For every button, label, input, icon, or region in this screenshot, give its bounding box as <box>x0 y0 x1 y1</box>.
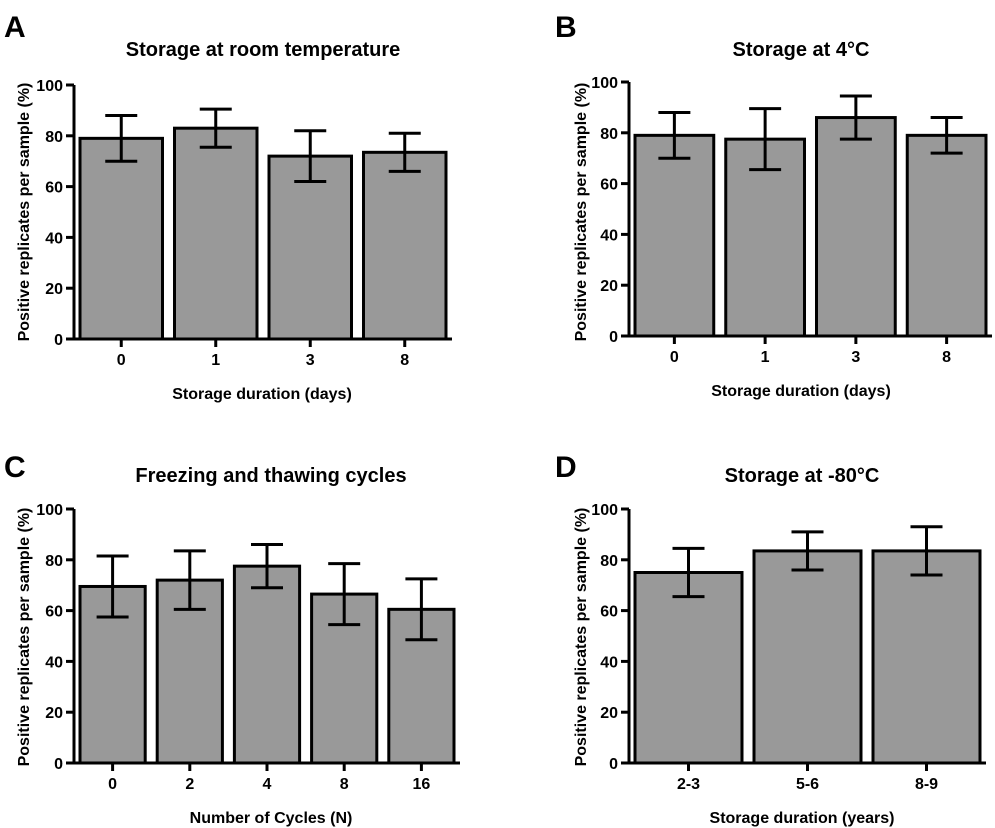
bar-b-1 <box>633 133 716 338</box>
y-tick-label-c-5: 100 <box>36 502 63 519</box>
y-tick-label-d-0: 0 <box>609 756 618 773</box>
y-tick-label-c-3: 60 <box>45 604 63 621</box>
panel-letter-a: A <box>4 11 26 44</box>
x-tick-label-a-4: 8 <box>400 352 409 369</box>
y-tick-label-b-5: 100 <box>591 75 618 92</box>
y-axis-label-a: Positive replicates per sample (%) <box>16 83 33 342</box>
bar-a-4 <box>362 150 448 341</box>
x-tick-label-a-2: 1 <box>211 352 220 369</box>
chart-title-a: Storage at room temperature <box>126 39 401 61</box>
y-tick-label-c-2: 40 <box>45 654 63 671</box>
x-tick-label-b-4: 8 <box>942 349 951 366</box>
x-tick-label-d-2: 5-6 <box>796 776 819 793</box>
bar-a-3 <box>267 154 353 341</box>
y-tick-label-a-4: 80 <box>45 129 63 146</box>
panel-letter-d: D <box>555 451 577 484</box>
y-tick-label-a-1: 20 <box>45 281 63 298</box>
x-axis-label-a: Storage duration (days) <box>172 386 352 403</box>
y-tick-label-b-2: 40 <box>600 227 618 244</box>
y-tick-label-d-5: 100 <box>591 502 618 519</box>
y-tick-label-b-0: 0 <box>609 329 618 346</box>
x-tick-label-d-3: 8-9 <box>915 776 938 793</box>
x-tick-label-a-1: 0 <box>117 352 126 369</box>
chart-title-c: Freezing and thawing cycles <box>135 465 406 487</box>
bar-b-2 <box>724 137 806 338</box>
x-tick-label-c-5: 16 <box>413 776 431 793</box>
x-axis-label-c: Number of Cycles (N) <box>190 810 353 827</box>
plot-area-d: 2-3 5-6 8-9 0 20 40 60 80 100 <box>591 502 986 793</box>
bar-d-3 <box>871 549 982 765</box>
x-axis-label-d: Storage duration (years) <box>710 810 895 827</box>
x-tick-label-b-2: 1 <box>761 349 770 366</box>
panel-d: D Storage at -80°C Positive replicates p… <box>555 451 986 827</box>
chart-title-b: Storage at 4°C <box>733 39 870 61</box>
y-tick-label-b-4: 80 <box>600 126 618 143</box>
x-tick-label-b-1: 0 <box>670 349 679 366</box>
bar-b-3 <box>815 116 897 338</box>
x-tick-label-c-2: 2 <box>185 776 194 793</box>
panel-b: B Storage at 4°C Positive replicates per… <box>555 11 992 400</box>
y-tick-label-b-1: 20 <box>600 278 618 295</box>
bar-c-3 <box>232 564 302 765</box>
bar-d-2 <box>752 549 863 765</box>
x-tick-label-a-3: 3 <box>306 352 315 369</box>
y-tick-label-d-4: 80 <box>600 553 618 570</box>
bar-a-2 <box>173 126 259 341</box>
y-tick-label-a-5: 100 <box>36 78 63 95</box>
plot-area-c: 0 2 4 8 16 0 20 40 60 80 100 <box>36 502 460 793</box>
y-tick-label-c-0: 0 <box>54 756 63 773</box>
y-tick-label-a-3: 60 <box>45 180 63 197</box>
y-tick-label-d-2: 40 <box>600 654 618 671</box>
x-axis-label-b: Storage duration (days) <box>711 383 891 400</box>
x-tick-label-c-4: 8 <box>340 776 349 793</box>
panel-a: A Storage at room temperature Positive r… <box>4 11 452 403</box>
x-tick-label-d-1: 2-3 <box>677 776 700 793</box>
y-tick-label-c-4: 80 <box>45 553 63 570</box>
y-tick-label-a-0: 0 <box>54 332 63 349</box>
bar-a-1 <box>78 136 164 341</box>
bar-b-4 <box>905 133 988 338</box>
y-axis-label-c: Positive replicates per sample (%) <box>16 508 33 767</box>
y-tick-label-d-1: 20 <box>600 705 618 722</box>
y-axis-label-d: Positive replicates per sample (%) <box>573 508 590 767</box>
panel-c: C Freezing and thawing cycles Positive r… <box>4 451 460 827</box>
chart-title-d: Storage at -80°C <box>725 465 880 487</box>
bar-d-1 <box>633 571 744 765</box>
y-tick-label-d-3: 60 <box>600 604 618 621</box>
x-tick-label-b-3: 3 <box>851 349 860 366</box>
x-tick-label-c-3: 4 <box>263 776 272 793</box>
y-axis-label-b: Positive replicates per sample (%) <box>573 83 590 342</box>
x-tick-label-c-1: 0 <box>108 776 117 793</box>
panel-letter-b: B <box>555 11 577 44</box>
panel-letter-c: C <box>4 451 26 484</box>
y-tick-label-c-1: 20 <box>45 705 63 722</box>
y-tick-label-b-3: 60 <box>600 177 618 194</box>
y-tick-label-a-2: 40 <box>45 230 63 247</box>
